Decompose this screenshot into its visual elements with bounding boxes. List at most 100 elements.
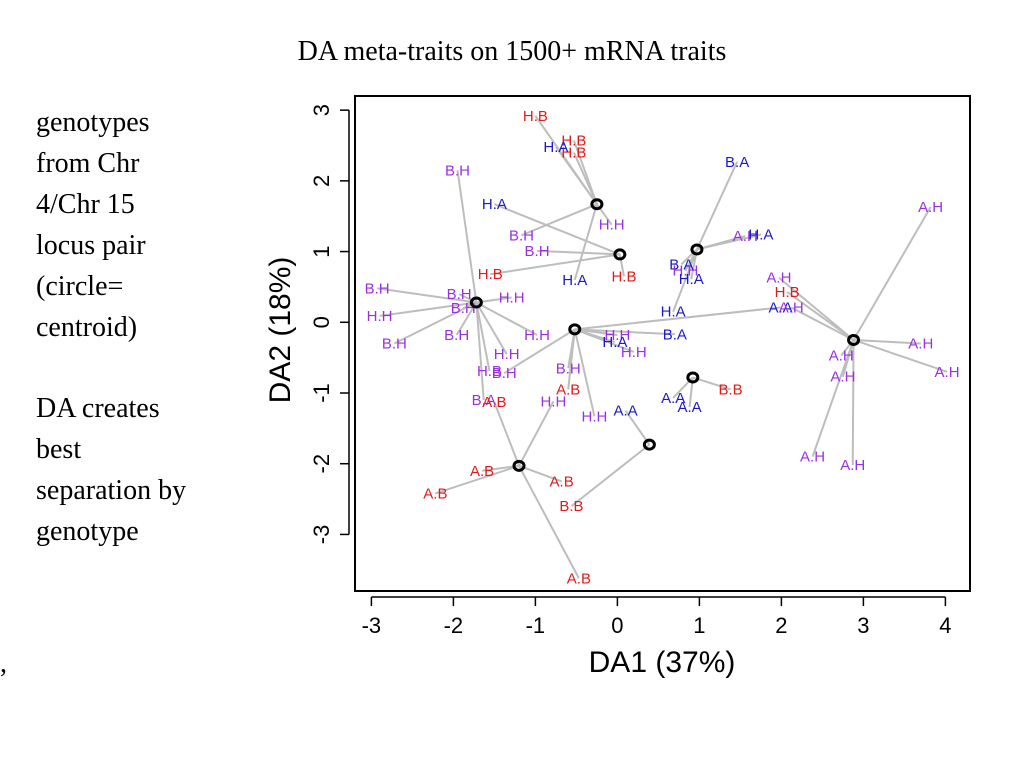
segment-42: [475, 301, 508, 355]
centroid-c7: [686, 371, 700, 384]
point-label: H.A: [602, 334, 627, 351]
segment-30: [456, 170, 478, 303]
point-label: A.H: [830, 369, 855, 386]
point-label: H.H: [604, 327, 630, 344]
point-label: H.H: [673, 263, 699, 280]
segment-20: [790, 306, 855, 341]
point-label: B.B: [559, 498, 583, 515]
segment-31: [376, 287, 477, 304]
segment-10: [573, 203, 598, 281]
point-label: H.B: [478, 266, 503, 283]
plot-frame: [354, 95, 971, 592]
segment-35: [393, 301, 477, 345]
centroid-c5: [568, 323, 582, 336]
point-label: H.B: [477, 363, 502, 380]
point-label: A.H: [829, 348, 854, 365]
y-tick-label: 1: [309, 245, 334, 257]
point-label: A.B: [470, 463, 494, 480]
segment-58: [570, 443, 650, 507]
point-label: B.A: [472, 392, 496, 409]
centroid-c6: [847, 333, 861, 346]
x-tick-label: 3: [857, 613, 869, 638]
chart-title: DA meta-traits on 1500+ mRNA traits: [297, 36, 727, 67]
segment-38: [475, 301, 538, 336]
point-label: B.H: [447, 286, 472, 303]
point-label: B.H: [445, 162, 470, 179]
segment-59: [518, 465, 580, 579]
x-tick-label: 2: [775, 613, 787, 638]
axes: -3 -2 -1 0 1 2 3 4 -3 -2 -1 0 1 2 3: [309, 104, 952, 638]
segment-49: [518, 401, 555, 467]
point-label: A.B: [482, 394, 506, 411]
segment-46: [567, 329, 576, 390]
legend-note-da: DA creates best separation by genotype: [36, 393, 187, 547]
y-tick-label: 2: [309, 175, 334, 187]
point-label: B.H: [509, 227, 534, 244]
point-label: A.B: [567, 570, 591, 587]
point-label: H.H: [367, 308, 393, 325]
point-labels: H.BH.BH.BH.AH.HH.AB.HB.HH.B H.BH.AB.AH.HH…: [365, 108, 960, 587]
segment-48: [493, 401, 520, 467]
point-label: H.B: [561, 145, 586, 162]
segment-27: [851, 339, 855, 466]
segment-41: [574, 328, 635, 353]
point-label: A.H: [908, 336, 933, 353]
point-label: B.H: [365, 280, 390, 297]
segment-18: [786, 291, 855, 341]
x-tick-label: 0: [611, 613, 623, 638]
segment-16: [696, 233, 762, 251]
point-label: H.A: [748, 227, 773, 244]
point-label: B.H: [525, 243, 550, 260]
point-label: A.H: [779, 299, 804, 316]
segment-47: [475, 302, 485, 401]
segment-57: [518, 464, 562, 483]
centroid-c8: [642, 438, 656, 451]
centroid-c1: [590, 198, 604, 211]
x-tick-label: 1: [693, 613, 705, 638]
segment-32: [458, 293, 477, 304]
point-label: B.H: [382, 336, 407, 353]
point-label: A.H: [766, 270, 791, 287]
x-axis-label: DA1 (37%): [589, 646, 736, 679]
y-axis-label: DA2 (18%): [264, 257, 297, 404]
point-label: A.A: [614, 403, 638, 420]
centroid-c9: [512, 459, 526, 472]
segment-44: [503, 328, 576, 375]
point-label: H.A: [562, 272, 587, 289]
segment-26: [811, 339, 855, 457]
point-label: H.H: [524, 327, 550, 344]
point-label: H.H: [499, 290, 525, 307]
segment-39: [574, 328, 618, 337]
segment-8: [490, 253, 621, 276]
centroid-segments: [376, 115, 948, 579]
legend-note-genotypes: genotypes from Chr 4/Chr 15 locus pair (…: [36, 107, 150, 343]
point-label: H.B: [523, 108, 548, 125]
point-label: H.H: [599, 217, 625, 234]
point-label: H.A: [679, 271, 704, 288]
point-label: H.H: [494, 346, 520, 363]
segment-56: [435, 464, 520, 495]
stray-comma: ,: [0, 648, 7, 679]
segment-34: [379, 301, 477, 317]
segment-50: [573, 329, 596, 417]
centroid-c3: [690, 243, 704, 256]
segment-29: [574, 328, 675, 336]
point-label: H.B: [611, 268, 636, 285]
point-label: A.H: [918, 199, 943, 216]
point-label: B.H: [492, 365, 517, 382]
point-label: A.A: [768, 299, 792, 316]
point-label: H.A: [661, 304, 686, 321]
point-label: H.B: [775, 284, 800, 301]
point-label: H.A: [482, 196, 507, 213]
point-label: B.A: [663, 326, 687, 343]
point-label: B.H: [556, 360, 581, 377]
segment-36: [455, 301, 478, 336]
centroid-markers: [469, 198, 861, 472]
segment-22: [853, 338, 921, 345]
segment-43: [475, 302, 491, 372]
x-tick-label: -3: [362, 613, 382, 638]
segment-24: [840, 339, 855, 357]
point-label: A.A: [677, 399, 701, 416]
y-tick-label: -1: [309, 383, 334, 403]
segment-54: [692, 376, 731, 391]
